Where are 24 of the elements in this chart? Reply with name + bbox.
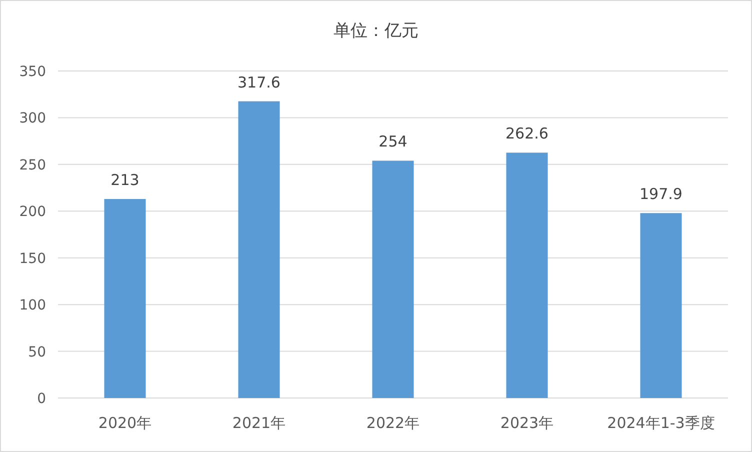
- y-tick-label: 0: [37, 391, 46, 407]
- data-label: 254: [378, 132, 408, 151]
- y-tick-label: 250: [19, 157, 46, 174]
- x-tick-label: 2021年: [232, 414, 286, 432]
- bar: [640, 213, 682, 398]
- data-label: 213: [110, 170, 140, 189]
- y-tick-label: 350: [19, 64, 46, 80]
- y-tick-label: 200: [19, 204, 46, 220]
- data-label: 262.6: [506, 124, 548, 143]
- bar: [238, 101, 280, 398]
- y-tick-label: 50: [28, 344, 46, 360]
- y-tick-label: 100: [19, 298, 46, 314]
- y-tick-label: 150: [19, 250, 46, 267]
- data-label: 197.9: [640, 185, 682, 204]
- y-tick-label: 300: [19, 110, 46, 127]
- bar: [372, 160, 414, 398]
- x-tick-label: 2023年: [500, 414, 554, 432]
- x-tick-label: 2024年1-3季度: [607, 414, 715, 432]
- bar: [506, 152, 548, 398]
- chart-title: 单位：亿元: [334, 21, 418, 41]
- x-tick-label: 2022年: [366, 414, 420, 432]
- bar: [104, 198, 146, 398]
- data-label: 317.6: [238, 73, 280, 92]
- x-tick-label: 2020年: [98, 414, 152, 432]
